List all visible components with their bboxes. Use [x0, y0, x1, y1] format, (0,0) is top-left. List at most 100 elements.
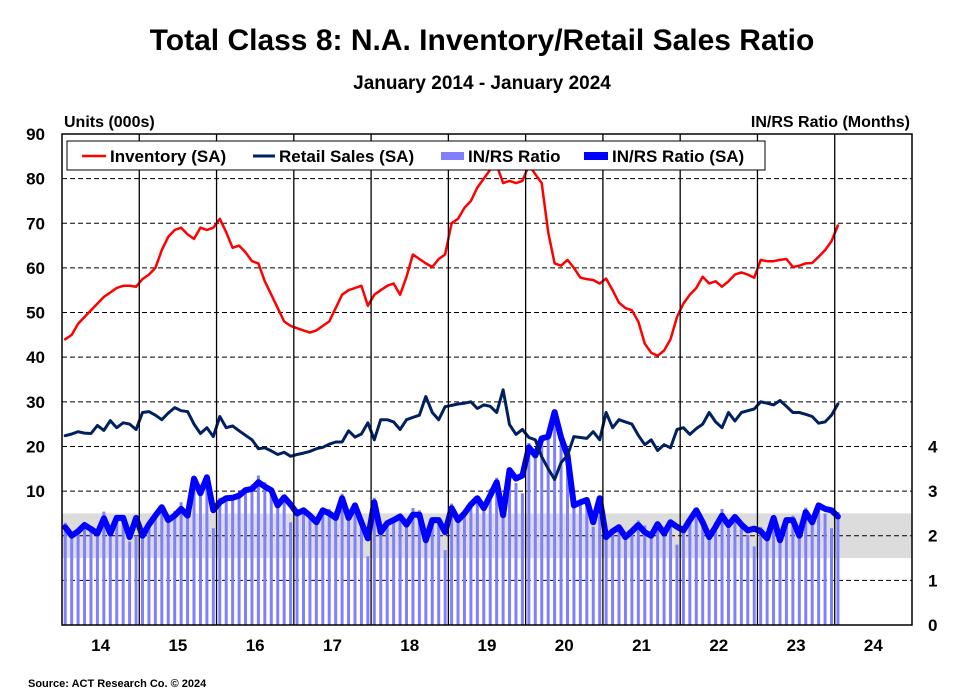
legend-label-retail: Retail Sales (SA): [279, 147, 414, 166]
ratio-bar: [617, 527, 621, 625]
ratio-bar: [340, 493, 344, 625]
ratio-bar: [424, 537, 428, 625]
left-tick-label: 50: [26, 304, 45, 323]
left-tick-label: 80: [26, 170, 45, 189]
ratio-bar: [314, 524, 318, 625]
ratio-bar: [160, 509, 164, 625]
ratio-bar: [804, 507, 808, 625]
ratio-bar: [469, 506, 473, 625]
ratio-bar: [791, 515, 795, 625]
ratio-bar: [688, 517, 692, 625]
ratio-bar: [482, 503, 486, 625]
ratio-bar: [379, 529, 383, 625]
ratio-bar: [244, 487, 248, 625]
retail-sales-line: [63, 388, 840, 481]
plot-border: [61, 133, 913, 626]
ratio-bar: [714, 522, 718, 625]
ratio-bar: [759, 526, 763, 625]
ratio-bar: [488, 488, 492, 625]
ratio-bar: [70, 533, 74, 625]
ratio-bar: [282, 501, 286, 625]
ratio-bar: [733, 514, 737, 625]
ratio-bar: [140, 531, 144, 625]
ratio-bar: [495, 477, 499, 625]
ratio-bar: [591, 526, 595, 625]
ratio-bar: [443, 550, 447, 625]
plot-frame: [61, 133, 913, 626]
ratio-bar: [475, 496, 479, 625]
ratio-bar: [520, 493, 524, 625]
ratio-bar: [772, 517, 776, 625]
left-tick-label: 90: [26, 125, 45, 144]
ratio-bar: [115, 515, 119, 625]
ratio-bar: [450, 503, 454, 625]
ratio-bar: [533, 453, 537, 625]
ratio-bar: [514, 483, 518, 625]
ratio-bar: [823, 513, 827, 625]
right-tick-label: 0: [928, 616, 937, 635]
ratio-bar: [76, 531, 80, 625]
ratio-bar: [173, 511, 177, 625]
inventory-line: [63, 163, 840, 358]
ratio-bar: [353, 507, 357, 625]
ratio-bar: [817, 507, 821, 625]
ratio-bar: [437, 524, 441, 625]
ratio-bar: [585, 502, 589, 625]
ratio-bar: [308, 515, 312, 625]
x-tick-label: 15: [168, 636, 187, 655]
ratio-bar: [649, 531, 653, 625]
ratio-bar: [372, 497, 376, 625]
ratio-bar: [784, 517, 788, 625]
ratio-bar: [95, 529, 99, 625]
ratio-bar: [295, 508, 299, 625]
ratio-bar: [256, 475, 260, 625]
ratio-bar: [746, 534, 750, 625]
ratio-bar: [411, 508, 415, 625]
ratio-bar: [701, 524, 705, 625]
ratio-bar: [565, 448, 569, 625]
ratio-bar: [192, 476, 196, 625]
legend-label-ratio-sa: IN/RS Ratio (SA): [612, 147, 744, 166]
left-tick-label: 70: [26, 214, 45, 233]
ratio-bar: [694, 510, 698, 625]
legend-label-ratio: IN/RS Ratio: [468, 147, 561, 166]
source-note: Source: ACT Research Co. © 2024: [28, 678, 207, 690]
ratio-bar: [250, 484, 254, 625]
ratio-bar: [128, 541, 132, 625]
ratio-bar: [623, 539, 627, 625]
ratio-bar: [611, 529, 615, 625]
ratio-bar: [765, 536, 769, 625]
ratio-bar: [198, 495, 202, 625]
ratio-bar: [83, 527, 87, 625]
left-tick-label: 20: [26, 437, 45, 456]
ratio-bar: [417, 510, 421, 625]
ratio-bar: [121, 520, 125, 625]
left-tick-label: 60: [26, 259, 45, 278]
ratio-bar: [643, 525, 647, 625]
ratio-sa-line: [62, 409, 841, 544]
ratio-bar: [572, 500, 576, 625]
ratio-bar: [63, 522, 67, 625]
ratio-bar: [102, 511, 106, 625]
ratio-bar: [681, 525, 685, 625]
ratio-bar: [153, 515, 157, 625]
legend-label-inventory: Inventory (SA): [110, 147, 226, 166]
ratio-bar: [205, 481, 209, 625]
x-tick-label: 17: [323, 636, 342, 655]
right-tick-label: 4: [928, 437, 938, 456]
x-tick-label: 18: [400, 636, 419, 655]
ratio-bar: [347, 515, 351, 625]
ratio-bar: [301, 508, 305, 625]
ratio-bar: [830, 528, 834, 625]
ratio-bar: [366, 556, 370, 625]
ratio-bar: [430, 522, 434, 625]
ratio-bar: [662, 535, 666, 625]
ratio-bar: [604, 532, 608, 625]
series-lines: [62, 163, 841, 544]
ratio-bar: [263, 482, 267, 625]
ratio-bar: [398, 514, 402, 625]
ratio-bar: [630, 529, 634, 625]
ratio-bar: [334, 511, 338, 625]
ratio-bar: [186, 511, 190, 625]
